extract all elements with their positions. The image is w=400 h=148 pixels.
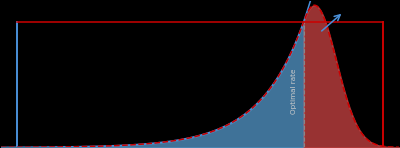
Text: Optimal rate: Optimal rate bbox=[291, 69, 297, 114]
